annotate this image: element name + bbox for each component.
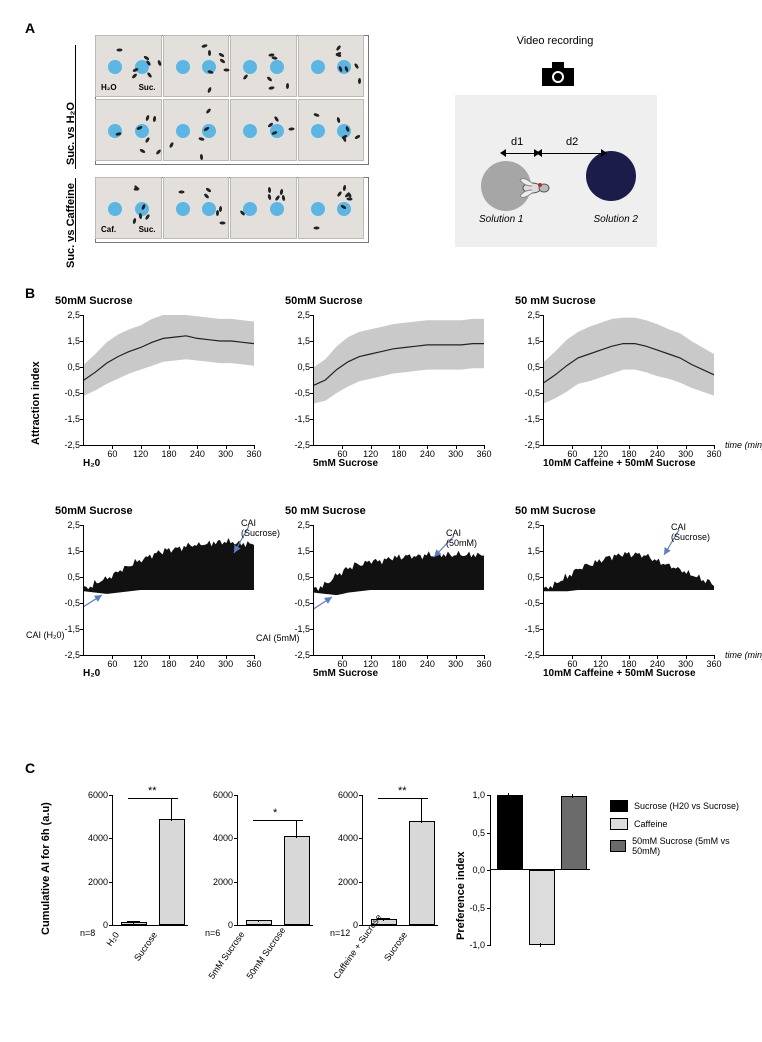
solution1-label: Solution 1 (479, 214, 523, 225)
panel-a: A Suc. vs H₂O Suc. vs Caffeine H₂OSuc.Ca… (25, 20, 735, 250)
legend-entry: 50mM Sucrose (5mM vs 50mM) (610, 836, 745, 856)
panel-b-row1: 50mM Sucrose-2,5-1,5-0,50,51,52,56012018… (55, 295, 735, 485)
attraction-chart: 50mM Sucrose-2,5-1,5-0,50,51,52,56012018… (55, 295, 260, 470)
well: Caf.Suc. (95, 177, 162, 239)
brace-bottom (75, 178, 76, 242)
plot-area: -2,5-1,5-0,50,51,52,560120180240300360 (83, 315, 254, 446)
d1-label: d1 (511, 136, 523, 148)
well (163, 177, 230, 239)
panel-c-ylabel: Cumulative AI for 6h (a.u) (40, 802, 52, 935)
well: H₂OSuc. (95, 35, 162, 97)
well (230, 99, 297, 161)
legend-entry: Sucrose (H20 vs Sucrose) (610, 800, 745, 812)
panel-c-letter: C (25, 760, 35, 776)
well (298, 99, 365, 161)
arrowhead (500, 149, 506, 157)
d1-line (506, 153, 534, 154)
cumulative-bar-chart: **0200040006000H₂0Sucrosen=8 (80, 790, 195, 960)
panel-b-letter: B (25, 285, 35, 301)
legend-entry: Caffeine (610, 818, 745, 830)
panel-c: C Cumulative AI for 6h (a.u) Preference … (25, 760, 735, 1020)
camera-icon (540, 60, 576, 86)
attraction-chart: 50mM Sucrose-2,5-1,5-0,50,51,52,56012018… (285, 295, 490, 470)
well (163, 99, 230, 161)
plot-area: -2,5-1,5-0,50,51,52,560120180240300360 (543, 315, 714, 446)
d2-line (541, 153, 601, 154)
solution2-circle (586, 151, 636, 201)
panel-b-ylabel: Attraction index (30, 361, 42, 445)
arena-box: Solution 1 Solution 2 d1 d2 (455, 95, 657, 247)
well (298, 35, 365, 97)
plot-area: -2,5-1,5-0,50,51,52,560120180240300360CA… (313, 525, 484, 656)
panel-a-letter: A (25, 20, 35, 36)
solution2-label: Solution 2 (594, 214, 638, 225)
pref-plot-area (490, 795, 591, 945)
cai-chart: 50 mM Sucrose-2,5-1,5-0,50,51,52,5601201… (285, 505, 490, 680)
cai-chart: 50mM Sucrose-2,5-1,5-0,50,51,52,56012018… (55, 505, 260, 680)
preference-chart: Preference index Sucrose (H20 vs Sucrose… (455, 790, 745, 970)
plot-area: -2,5-1,5-0,50,51,52,560120180240300360CA… (83, 525, 254, 656)
well-grid: H₂OSuc. Caf.Suc. (95, 35, 415, 245)
plot-area: -2,5-1,5-0,50,51,52,560120180240300360 (313, 315, 484, 446)
well (298, 177, 365, 239)
cumulative-bar-chart: **0200040006000Caffeine + SucroseSucrose… (330, 790, 445, 960)
plot-area: -2,5-1,5-0,50,51,52,560120180240300360CA… (543, 525, 714, 656)
schematic-diagram: Video recording Solution 1 Solution 2 d1… (435, 40, 675, 240)
d2-label: d2 (566, 136, 578, 148)
well (230, 35, 297, 97)
arrowhead (536, 149, 542, 157)
pref-legend: Sucrose (H20 vs Sucrose) Caffeine 50mM Suc… (610, 800, 745, 862)
cumulative-bar-chart: *02000400060005mM Sucrose50mM Sucrosen=6 (205, 790, 320, 960)
fly-icon (518, 176, 554, 200)
well (230, 177, 297, 239)
pref-zero-line (490, 869, 590, 870)
brace-top (75, 45, 76, 169)
video-recording-label: Video recording (435, 35, 675, 47)
panel-b-row2: 50mM Sucrose-2,5-1,5-0,50,51,52,56012018… (55, 505, 735, 695)
attraction-chart: 50 mM Sucrose-2,5-1,5-0,50,51,52,5601201… (515, 295, 720, 470)
cai-chart: 50 mM Sucrose-2,5-1,5-0,50,51,52,5601201… (515, 505, 720, 680)
well (163, 35, 230, 97)
well (95, 99, 162, 161)
panel-b: B Attraction index 50mM Sucrose-2,5-1,5-… (25, 290, 735, 720)
arrowhead (601, 149, 607, 157)
